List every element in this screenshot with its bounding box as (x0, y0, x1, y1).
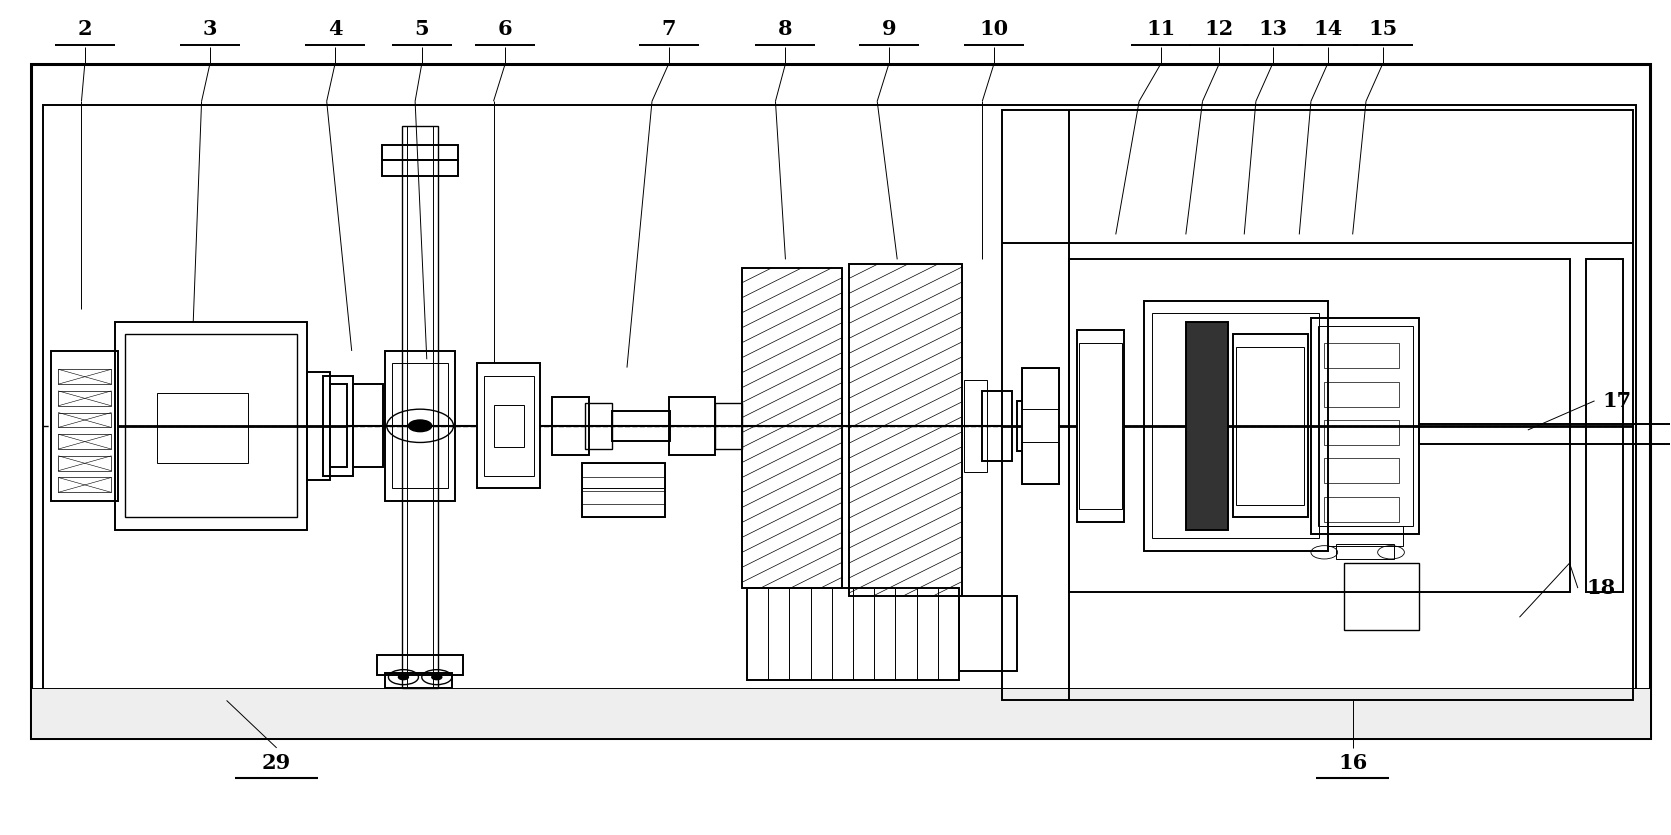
Text: 13: 13 (1258, 19, 1287, 39)
Text: 15: 15 (1369, 19, 1397, 39)
Bar (307, 372, 331, 480)
Bar (715, 402, 742, 449)
Text: 11: 11 (1146, 19, 1175, 39)
Text: 18: 18 (1586, 578, 1616, 598)
Bar (1069, 260, 1569, 592)
Bar (1337, 544, 1394, 559)
Bar (1023, 367, 1059, 484)
Bar (1237, 347, 1305, 505)
Bar (1145, 301, 1328, 550)
Bar (384, 351, 455, 501)
Bar (1312, 317, 1419, 534)
Bar (384, 673, 451, 688)
Bar (324, 376, 353, 476)
Text: 4: 4 (328, 19, 343, 39)
Bar (1318, 326, 1412, 526)
Bar (32, 688, 1649, 738)
Bar (1003, 109, 1633, 701)
Bar (742, 268, 842, 588)
Bar (391, 363, 448, 488)
Bar (353, 384, 383, 468)
Bar (376, 655, 463, 676)
Bar (1023, 443, 1059, 484)
Text: 14: 14 (1313, 19, 1342, 39)
Bar (58, 369, 112, 384)
Bar (964, 380, 988, 472)
Text: 9: 9 (882, 19, 896, 39)
Bar (401, 126, 438, 688)
Circle shape (408, 420, 431, 432)
Text: 3: 3 (202, 19, 217, 39)
Bar (1153, 313, 1320, 539)
Text: 2: 2 (77, 19, 92, 39)
Bar (58, 434, 112, 449)
Text: 10: 10 (979, 19, 1009, 39)
Text: 12: 12 (1205, 19, 1233, 39)
Bar (551, 397, 588, 455)
Bar (115, 321, 307, 530)
Bar (1018, 401, 1051, 451)
Bar (52, 351, 119, 501)
Bar (58, 391, 112, 406)
Bar (1325, 343, 1399, 368)
Bar (157, 392, 249, 463)
Bar (483, 376, 533, 476)
Bar (1325, 420, 1399, 445)
Bar (331, 384, 346, 468)
Bar (1325, 458, 1399, 483)
Bar (1023, 367, 1059, 409)
Bar (1186, 321, 1228, 530)
Bar (612, 411, 670, 441)
Bar (585, 402, 612, 449)
Bar (668, 397, 715, 455)
Bar (1079, 342, 1123, 509)
Bar (959, 596, 1018, 671)
Bar (58, 412, 112, 428)
Text: 7: 7 (662, 19, 677, 39)
Bar (747, 588, 959, 680)
Bar (849, 264, 962, 596)
Bar (1325, 497, 1399, 522)
Bar (1233, 334, 1308, 518)
Text: 8: 8 (779, 19, 792, 39)
Bar (1343, 563, 1419, 630)
Bar (582, 463, 665, 488)
Circle shape (431, 675, 441, 680)
Circle shape (398, 675, 408, 680)
Bar (476, 363, 540, 488)
Text: 17: 17 (1602, 391, 1633, 411)
Bar (58, 456, 112, 471)
Bar (43, 105, 1636, 705)
Bar (1078, 330, 1125, 522)
Text: 29: 29 (262, 753, 291, 773)
Bar (32, 63, 1649, 738)
Text: 6: 6 (498, 19, 513, 39)
Bar (582, 463, 665, 518)
Bar (406, 126, 433, 688)
Bar (381, 144, 458, 159)
Bar (58, 478, 112, 493)
Text: 5: 5 (414, 19, 429, 39)
Bar (1586, 260, 1623, 592)
Bar (125, 334, 297, 518)
Bar (983, 391, 1013, 461)
Bar (1325, 382, 1399, 407)
Bar (1419, 424, 1671, 444)
Bar (1328, 526, 1402, 546)
Bar (493, 405, 523, 447)
Bar (381, 159, 458, 176)
Text: 16: 16 (1338, 753, 1367, 773)
